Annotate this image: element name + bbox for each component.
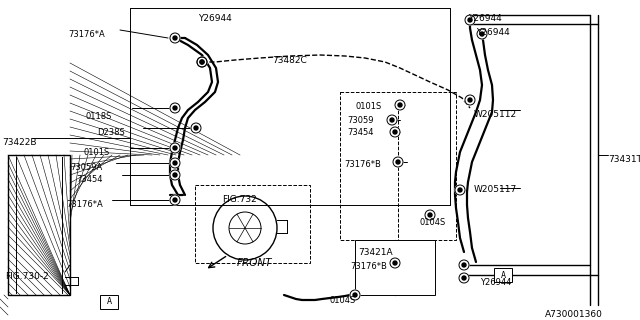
Circle shape bbox=[396, 160, 400, 164]
Text: 0118S: 0118S bbox=[86, 112, 113, 121]
Text: Y26944: Y26944 bbox=[198, 14, 232, 23]
Circle shape bbox=[173, 146, 177, 150]
Text: 73421A: 73421A bbox=[358, 248, 392, 257]
Text: 73176*B: 73176*B bbox=[344, 160, 381, 169]
Circle shape bbox=[350, 290, 360, 300]
Circle shape bbox=[465, 95, 475, 105]
Text: 73454: 73454 bbox=[76, 175, 102, 184]
Circle shape bbox=[170, 195, 180, 205]
Text: 73059A: 73059A bbox=[70, 163, 102, 172]
Bar bbox=[100, 295, 118, 309]
Circle shape bbox=[465, 15, 475, 25]
Circle shape bbox=[455, 185, 465, 195]
Circle shape bbox=[170, 103, 180, 113]
Circle shape bbox=[468, 98, 472, 102]
Text: 0104S: 0104S bbox=[330, 296, 356, 305]
Circle shape bbox=[393, 157, 403, 167]
Circle shape bbox=[387, 115, 397, 125]
Circle shape bbox=[398, 103, 402, 107]
Text: 0104S: 0104S bbox=[420, 218, 446, 227]
Circle shape bbox=[428, 213, 432, 217]
Circle shape bbox=[197, 57, 207, 67]
Bar bbox=[8, 155, 70, 295]
Text: 73059: 73059 bbox=[347, 116, 374, 125]
Circle shape bbox=[477, 29, 487, 39]
Text: 73176*A: 73176*A bbox=[66, 200, 103, 209]
Text: 73422B: 73422B bbox=[2, 138, 36, 147]
Circle shape bbox=[200, 60, 204, 64]
Bar bbox=[340, 92, 456, 240]
Circle shape bbox=[390, 118, 394, 122]
Circle shape bbox=[425, 210, 435, 220]
Bar bbox=[494, 268, 512, 282]
Text: 73176*A: 73176*A bbox=[68, 30, 105, 39]
Circle shape bbox=[459, 273, 469, 283]
Circle shape bbox=[480, 32, 484, 36]
Text: A: A bbox=[500, 270, 506, 279]
Circle shape bbox=[170, 143, 180, 153]
Text: 73431T: 73431T bbox=[608, 155, 640, 164]
Text: 73176*B: 73176*B bbox=[350, 262, 387, 271]
Text: 0101S: 0101S bbox=[355, 102, 381, 111]
Circle shape bbox=[459, 260, 469, 270]
Circle shape bbox=[194, 126, 198, 130]
Circle shape bbox=[170, 33, 180, 43]
Text: 73454: 73454 bbox=[347, 128, 374, 137]
Circle shape bbox=[173, 36, 177, 40]
Circle shape bbox=[462, 263, 466, 267]
Circle shape bbox=[468, 18, 472, 22]
Circle shape bbox=[170, 170, 180, 180]
Circle shape bbox=[393, 130, 397, 134]
Circle shape bbox=[390, 258, 400, 268]
Text: FIG.730-2: FIG.730-2 bbox=[5, 272, 49, 281]
Circle shape bbox=[173, 173, 177, 177]
Text: A730001360: A730001360 bbox=[545, 310, 603, 319]
Text: W205117: W205117 bbox=[474, 185, 517, 194]
Circle shape bbox=[170, 158, 180, 168]
Circle shape bbox=[173, 106, 177, 110]
Text: Y26944: Y26944 bbox=[480, 278, 511, 287]
Text: 73482C: 73482C bbox=[272, 56, 307, 65]
Circle shape bbox=[458, 188, 462, 192]
Bar bbox=[355, 240, 435, 295]
Text: FRONT: FRONT bbox=[237, 258, 273, 268]
Circle shape bbox=[191, 123, 201, 133]
Circle shape bbox=[197, 57, 207, 67]
Circle shape bbox=[390, 127, 400, 137]
Circle shape bbox=[353, 293, 357, 297]
Circle shape bbox=[462, 276, 466, 280]
Circle shape bbox=[173, 198, 177, 202]
Circle shape bbox=[395, 100, 405, 110]
Text: Y26944: Y26944 bbox=[476, 28, 509, 37]
Bar bbox=[195, 185, 310, 263]
Text: D238S: D238S bbox=[97, 128, 125, 137]
Text: A: A bbox=[106, 298, 111, 307]
Text: W205112: W205112 bbox=[474, 110, 517, 119]
Text: Y26944: Y26944 bbox=[468, 14, 502, 23]
Text: 0101S: 0101S bbox=[84, 148, 110, 157]
Circle shape bbox=[393, 261, 397, 265]
Circle shape bbox=[173, 161, 177, 165]
Text: FIG.732: FIG.732 bbox=[222, 195, 257, 204]
Circle shape bbox=[200, 60, 204, 64]
